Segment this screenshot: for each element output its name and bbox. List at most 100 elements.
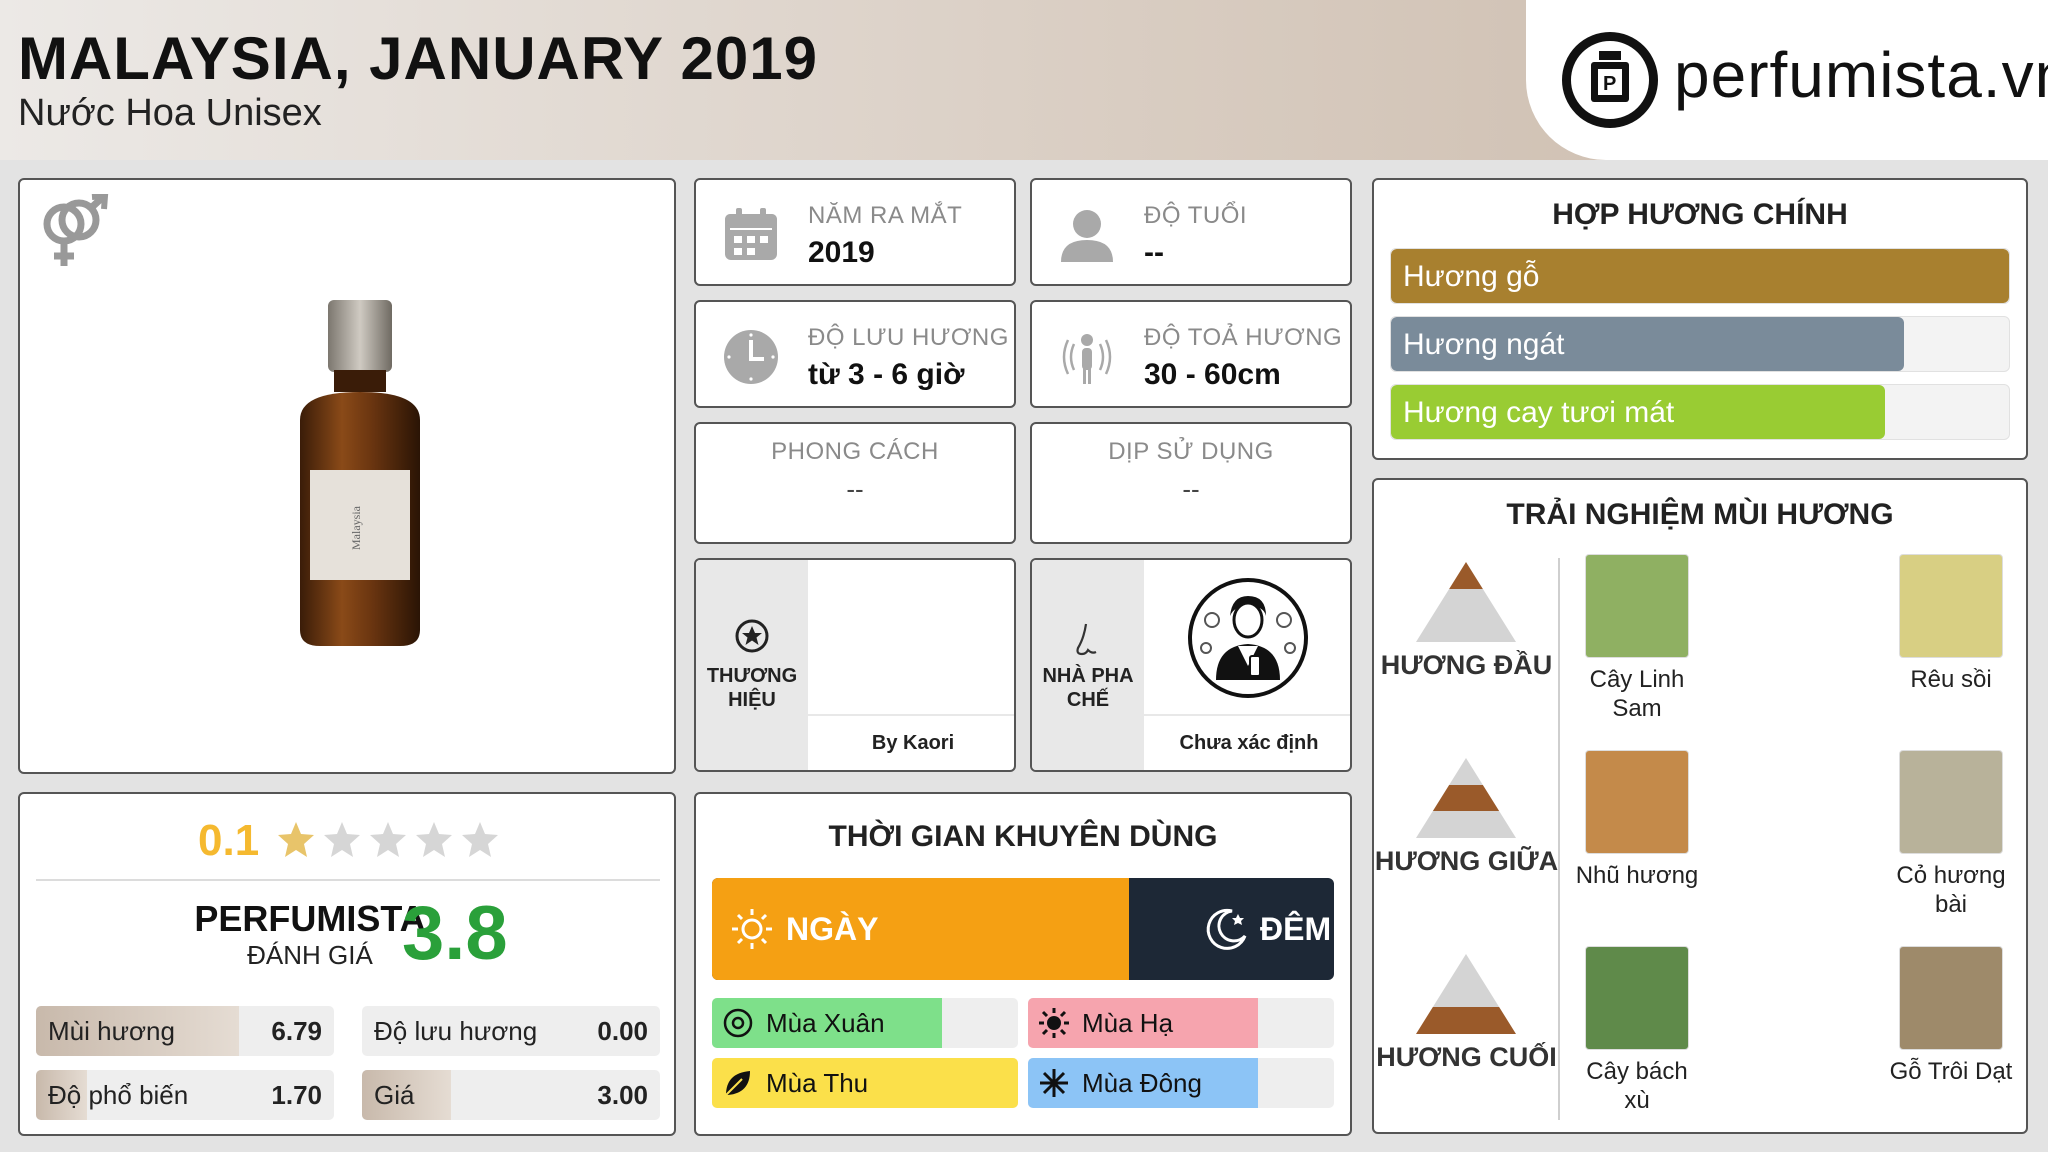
user-icon	[1061, 210, 1113, 262]
note-item[interactable]: Cây bách xù	[1572, 946, 1702, 1116]
accord-bar: Hương cay tươi mát	[1390, 384, 2010, 440]
sub-rating-value: 6.79	[271, 1016, 322, 1046]
pyramid-divider	[1558, 558, 1560, 1120]
unisex-gender-icon	[43, 194, 109, 266]
sub-rating-bar: Độ phổ biến 1.70	[36, 1070, 334, 1120]
accord-label: Hương cay tươi mát	[1403, 396, 1675, 429]
sub-rating-value: 0.00	[597, 1016, 648, 1046]
page-header: MALAYSIA, JANUARY 2019 Nước Hoa Unisex P…	[0, 0, 2048, 160]
note-name: Cây Linh Sam	[1589, 666, 1685, 722]
style-label: PHONG CÁCH	[771, 438, 939, 465]
sub-rating-label: Độ lưu hương	[374, 1016, 538, 1046]
release-year-cell: NĂM RA MẮT 2019	[694, 178, 1016, 286]
occasion-value: --	[1182, 474, 1200, 504]
longevity-value: từ 3 - 6 giờ	[808, 358, 965, 391]
brand-side	[696, 560, 808, 770]
logo-text: perfumista.vn	[1674, 39, 2048, 111]
star-icon[interactable]	[414, 820, 454, 860]
sub-rating-value: 1.70	[271, 1080, 322, 1110]
product-card: Malaysia	[18, 178, 676, 774]
pyramid-tier-label: HƯƠNG GIỮA	[1374, 846, 1559, 876]
perfumista-sublabel: ĐÁNH GIÁ	[247, 940, 373, 970]
note-name: Cỏ hương bài	[1896, 862, 2006, 918]
usage-time-card: THỜI GIAN KHUYÊN DÙNG NGÀY ĐÊM Mùa Xuân M…	[694, 792, 1352, 1136]
note-name: Gỗ Trôi Dạt	[1889, 1058, 2013, 1085]
accord-fill	[1391, 249, 2009, 303]
pyramid-tier-label: HƯƠNG ĐẦU	[1380, 650, 1553, 680]
note-image	[1585, 750, 1689, 854]
sub-rating-fill	[362, 1070, 452, 1120]
season-label: Mùa Đông	[1082, 1068, 1202, 1098]
perfumer-side	[1032, 560, 1144, 770]
accord-fill	[1391, 385, 1886, 439]
sillage-person-icon	[1062, 334, 1112, 384]
scent-notes-title: TRẢI NGHIỆM MÙI HƯƠNG	[1506, 498, 1894, 531]
longevity-label: ĐỘ LƯU HƯƠNG	[808, 324, 1009, 351]
pyramid-tier-icon	[1416, 562, 1516, 642]
star-icon[interactable]	[460, 820, 500, 860]
brand-label: THƯƠNG HIỆU	[706, 665, 798, 711]
star-icon[interactable]	[276, 820, 316, 860]
star-rating[interactable]	[276, 820, 506, 864]
night-label: ĐÊM	[1260, 911, 1332, 947]
note-image	[1899, 750, 2003, 854]
nose-icon	[1076, 623, 1097, 656]
sillage-value: 30 - 60cm	[1144, 358, 1281, 391]
page-title: MALAYSIA, JANUARY 2019	[18, 25, 819, 92]
star-circle-icon	[735, 619, 769, 653]
brand-value[interactable]: By Kaori	[871, 732, 955, 754]
perfume-bottle-image: Malaysia	[300, 300, 420, 646]
user-score: 0.1	[198, 816, 260, 865]
pyramid-tier-icon	[1416, 758, 1516, 838]
season-label: Mùa Xuân	[766, 1008, 885, 1038]
note-item[interactable]: Rêu sồi	[1886, 554, 2016, 695]
star-icon[interactable]	[368, 820, 408, 860]
sub-rating-label: Mùi hương	[48, 1016, 175, 1046]
note-image	[1899, 554, 2003, 658]
brand-cell[interactable]: THƯƠNG HIỆU By Kaori	[694, 558, 1016, 772]
sub-rating-bar: Giá 3.00	[362, 1070, 660, 1120]
calendar-icon	[725, 208, 777, 260]
accord-bar: Hương gỗ	[1390, 248, 2010, 304]
sub-rating-fill	[36, 1006, 239, 1056]
release-year-value: 2019	[808, 236, 875, 269]
sillage-label: ĐỘ TOẢ HƯƠNG	[1144, 324, 1343, 351]
usage-time-title: THỜI GIAN KHUYÊN DÙNG	[828, 820, 1218, 853]
note-item[interactable]: Nhũ hương	[1572, 750, 1702, 891]
day-label: NGÀY	[786, 911, 879, 947]
note-image	[1899, 946, 2003, 1050]
season-fill	[712, 1058, 1018, 1108]
perfumista-score: 3.8	[402, 891, 508, 976]
accord-label: Hương ngát	[1403, 328, 1565, 361]
accord-fill	[1391, 317, 1904, 371]
note-image	[1585, 946, 1689, 1050]
style-cell: PHONG CÁCH --	[694, 422, 1016, 544]
age-label: ĐỘ TUỔI	[1144, 202, 1248, 229]
note-item[interactable]: Cây Linh Sam	[1572, 554, 1702, 724]
age-value: --	[1144, 236, 1164, 269]
page-subtitle: Nước Hoa Unisex	[18, 92, 322, 134]
brand-logo[interactable]: P perfumista.vn	[1526, 0, 2048, 160]
main-accords-title: HỢP HƯƠNG CHÍNH	[1552, 198, 1848, 231]
sub-rating-fill	[36, 1070, 87, 1120]
pyramid-tier-icon	[1416, 954, 1516, 1034]
snowflake-icon	[1040, 1069, 1068, 1097]
perfumer-label: NHÀ PHA CHẾ	[1042, 665, 1134, 711]
star-icon[interactable]	[322, 820, 362, 860]
flower-icon	[723, 1008, 753, 1038]
style-value: --	[846, 474, 864, 504]
leaf-icon	[725, 1071, 750, 1096]
svg-text:Malaysia: Malaysia	[349, 505, 363, 550]
perfumer-cell[interactable]: NHÀ PHA CHẾ Chưa xác định	[1030, 558, 1352, 772]
sub-rating-label: Độ phổ biến	[48, 1080, 189, 1110]
sub-rating-value: 3.00	[597, 1080, 648, 1110]
accord-bar: Hương ngát	[1390, 316, 2010, 372]
clock-icon	[724, 330, 778, 384]
note-item[interactable]: Cỏ hương bài	[1886, 750, 2016, 920]
sun-icon	[732, 909, 772, 949]
perfumer-value[interactable]: Chưa xác định	[1179, 732, 1319, 754]
sun-icon	[1039, 1008, 1069, 1038]
sub-rating-bar: Độ lưu hương 0.00	[362, 1006, 660, 1056]
note-name: Rêu sồi	[1910, 666, 1992, 693]
note-item[interactable]: Gỗ Trôi Dạt	[1886, 946, 2016, 1087]
